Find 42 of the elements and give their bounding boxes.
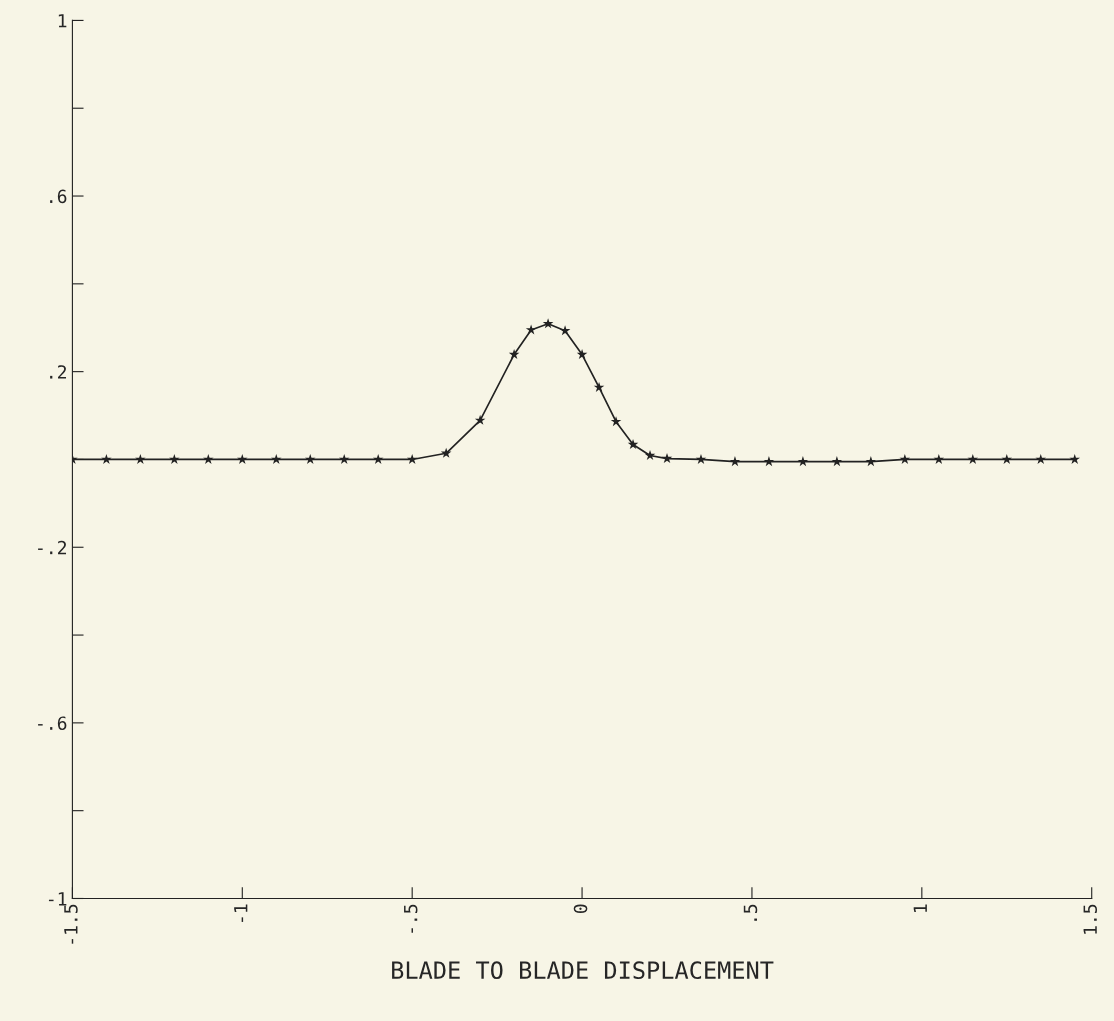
point <box>169 453 180 464</box>
point <box>237 453 248 464</box>
point <box>797 456 809 467</box>
point <box>933 453 945 464</box>
point <box>203 453 214 464</box>
point <box>967 453 979 464</box>
y-tick-label: .2 <box>50 365 67 379</box>
point <box>1069 453 1081 464</box>
point <box>729 456 741 467</box>
point <box>593 381 605 392</box>
point <box>1035 453 1047 464</box>
x-tick-label: 1 <box>913 904 927 913</box>
point <box>831 456 843 467</box>
point <box>899 453 911 464</box>
point <box>1001 453 1013 464</box>
point <box>695 453 707 464</box>
point <box>559 325 571 336</box>
x-tick-label: -.5 <box>404 904 418 933</box>
point <box>135 453 146 464</box>
point <box>865 456 877 467</box>
point <box>661 453 673 464</box>
point <box>338 453 350 464</box>
point <box>270 453 282 464</box>
x-axis-title: BLADE TO BLADE DISPLACEMENT <box>392 961 774 980</box>
x-tick-label: .5 <box>743 904 758 921</box>
point <box>508 348 520 360</box>
x-tick-label: 1.5 <box>1083 904 1098 934</box>
point <box>763 456 775 467</box>
x-tick-label: -1.5 <box>64 904 78 944</box>
point <box>406 453 418 464</box>
y-tick-label: -.2 <box>38 540 67 555</box>
y-tick-label: 1 <box>58 14 67 28</box>
y-tick-label: .6 <box>50 189 67 204</box>
point <box>372 453 384 464</box>
point <box>304 453 316 464</box>
y-tick-label: -.6 <box>38 716 67 731</box>
point <box>101 453 112 464</box>
point <box>576 348 588 360</box>
point <box>542 318 554 329</box>
x-tick-label: -1 <box>234 904 248 922</box>
x-tick-label: 0 <box>573 904 588 914</box>
point <box>610 416 622 427</box>
